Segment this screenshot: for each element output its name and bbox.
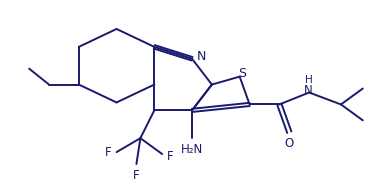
Text: F: F [167, 149, 173, 163]
Text: H₂N: H₂N [181, 143, 203, 156]
Text: F: F [133, 169, 140, 182]
Text: O: O [285, 137, 294, 150]
Text: F: F [105, 146, 112, 159]
Text: N: N [304, 84, 313, 97]
Text: H: H [305, 75, 312, 85]
Text: S: S [238, 67, 246, 80]
Text: N: N [197, 50, 206, 63]
